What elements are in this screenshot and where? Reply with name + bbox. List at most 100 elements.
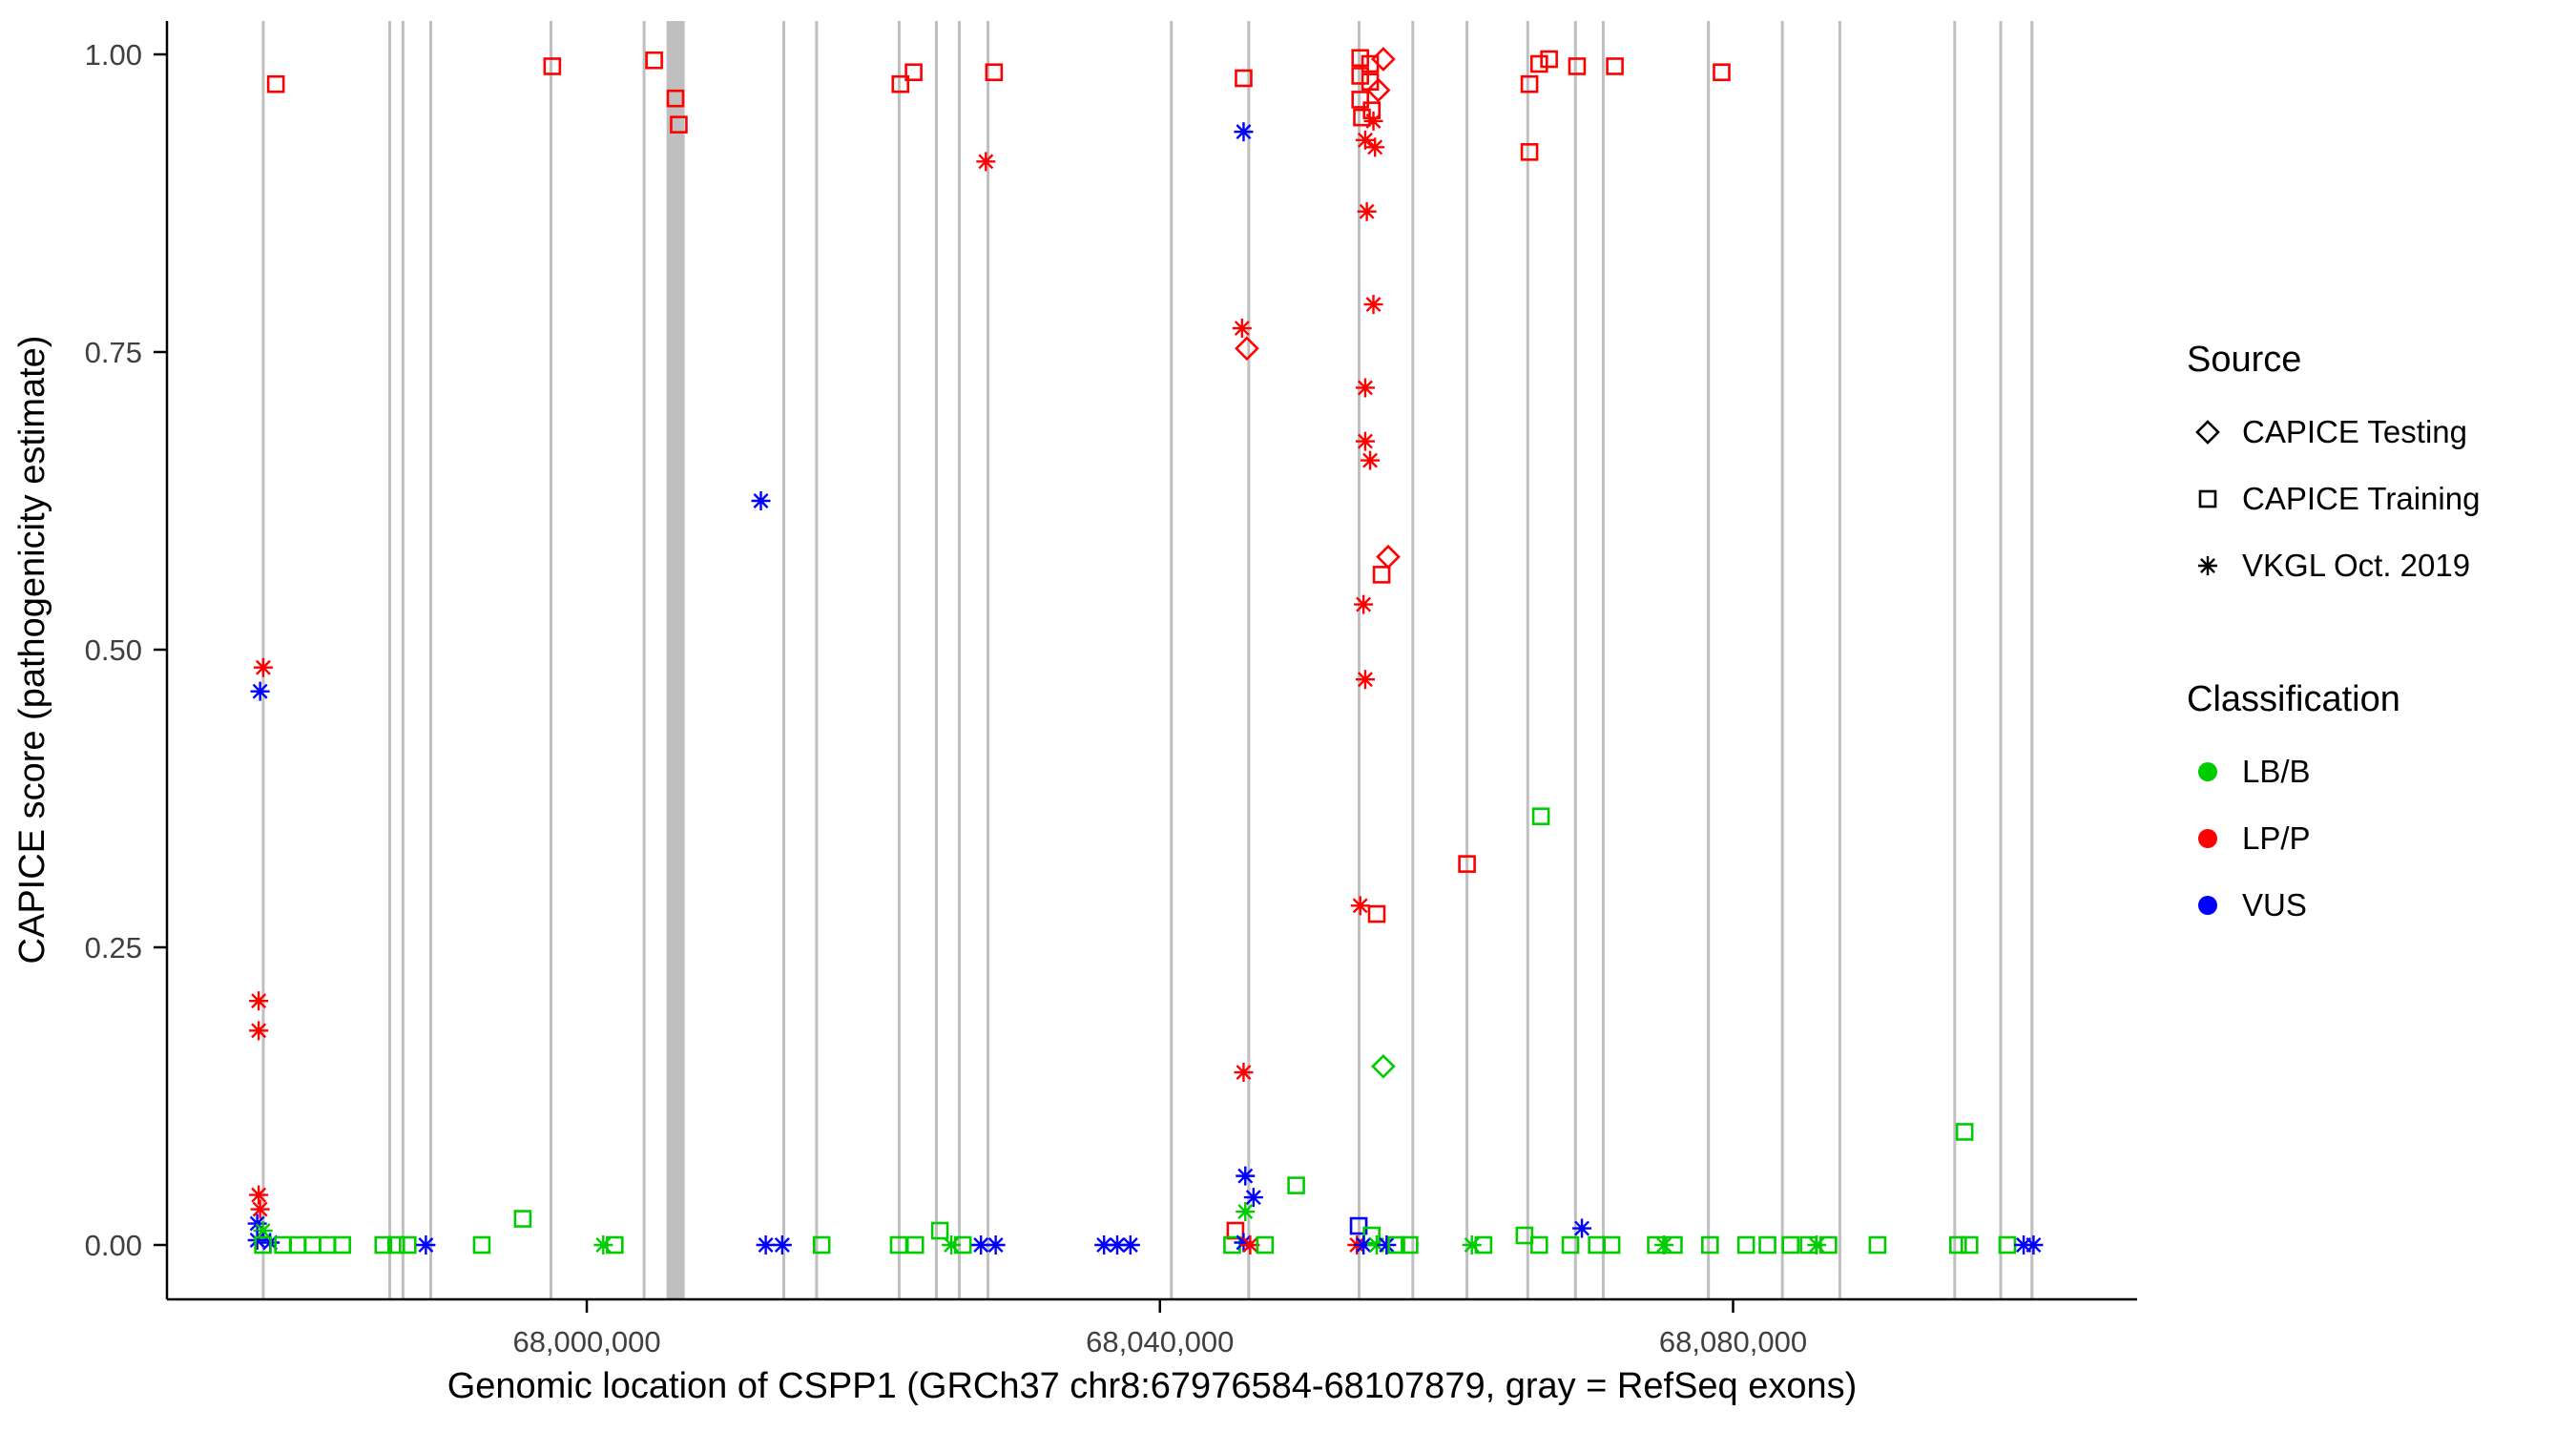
data-point-square	[953, 1235, 972, 1255]
data-point-square	[472, 1235, 491, 1255]
data-point-square	[254, 1235, 272, 1255]
legend-label-vkgl: VKGL Oct. 2019	[2242, 548, 2471, 583]
data-point-square	[374, 1235, 393, 1255]
vus-color-dot-icon	[2198, 896, 2217, 915]
data-point-asterisk	[1120, 1235, 1140, 1255]
x-axis-title: Genomic location of CSPP1 (GRCh37 chr8:6…	[447, 1366, 1858, 1406]
data-point-square	[606, 1235, 624, 1255]
data-point-square	[1474, 1235, 1493, 1255]
data-point-square	[543, 57, 562, 75]
data-point-asterisk	[1234, 1233, 1254, 1253]
data-point-asterisk	[253, 1221, 273, 1241]
data-point-square	[1529, 54, 1548, 73]
data-point-square	[1256, 1235, 1275, 1255]
data-point-asterisk	[1234, 1063, 1254, 1083]
data-point-square	[1955, 1123, 1974, 1141]
data-point-square	[1529, 1235, 1548, 1255]
data-point-square	[386, 1235, 405, 1255]
legend-item-lpp: LP/P	[2187, 819, 2400, 858]
lbb-color-dot-icon	[2198, 762, 2217, 781]
data-point-square	[318, 1235, 337, 1255]
data-point-diamond	[1371, 47, 1396, 72]
legend-classification: Classification LB/B LP/P VUS	[2187, 679, 2400, 953]
data-point-square	[266, 74, 285, 93]
data-point-square	[812, 1235, 831, 1255]
data-point-square	[1948, 1235, 1967, 1255]
data-point-asterisk	[1350, 896, 1370, 916]
data-point-square	[1781, 1235, 1800, 1255]
data-point-square	[513, 1210, 532, 1228]
x-tick-label: 68,040,000	[1086, 1325, 1234, 1358]
data-point-square	[1568, 57, 1587, 75]
data-point-asterisk	[1572, 1218, 1592, 1238]
data-point-asterisk	[1355, 130, 1375, 150]
data-point-square	[1736, 1235, 1755, 1255]
legend-item-vus: VUS	[2187, 886, 2400, 924]
y-tick-label: 1.00	[85, 38, 142, 72]
data-point-square	[1602, 1235, 1621, 1255]
legend-symbol	[2195, 420, 2220, 445]
data-point-asterisk	[1654, 1235, 1674, 1255]
data-point-asterisk	[1462, 1235, 1482, 1255]
data-point-square	[1458, 855, 1476, 873]
data-point-square	[274, 1235, 292, 1255]
data-point-asterisk	[1236, 1166, 1256, 1186]
legend-color-dot	[2198, 896, 2217, 915]
data-point-square	[891, 74, 910, 93]
legend-label-vus: VUS	[2242, 887, 2307, 923]
legend-color-dot	[2198, 762, 2217, 781]
data-point-asterisk	[1355, 378, 1375, 398]
data-point-asterisk	[751, 491, 771, 510]
data-point-square	[1226, 1221, 1245, 1240]
legend-symbol	[2198, 489, 2217, 508]
legend-symbol	[2198, 556, 2217, 575]
data-point-asterisk	[249, 991, 269, 1011]
data-point-square	[670, 115, 688, 134]
asterisk-icon	[2198, 556, 2217, 575]
data-point-asterisk	[1361, 450, 1381, 470]
legend-label-lbb: LB/B	[2242, 754, 2311, 789]
data-point-asterisk	[756, 1235, 776, 1255]
data-point-asterisk	[249, 1185, 269, 1205]
data-point-asterisk	[1234, 122, 1254, 142]
data-point-square	[1819, 1235, 1838, 1255]
data-point-asterisk	[1243, 1188, 1263, 1208]
data-point-asterisk	[971, 1235, 991, 1255]
y-axis-title: CAPICE score (pathogenicity estimate)	[12, 336, 52, 964]
data-point-square	[1713, 63, 1731, 82]
data-point-asterisk	[593, 1235, 613, 1255]
data-point-square	[985, 63, 1004, 82]
data-point-square	[1349, 1216, 1368, 1235]
data-point-diamond	[1235, 336, 1259, 362]
data-point-asterisk	[976, 152, 996, 172]
legend-item-vkgl: VKGL Oct. 2019	[2187, 547, 2480, 585]
data-point-asterisk	[1354, 1235, 1374, 1255]
data-point-asterisk	[1365, 137, 1385, 157]
data-point-square	[1701, 1235, 1719, 1255]
legend-item-capice-training: CAPICE Training	[2187, 480, 2480, 518]
data-point-asterisk	[1354, 594, 1374, 614]
data-point-square	[1372, 566, 1391, 584]
data-point-asterisk	[1240, 1235, 1260, 1255]
data-point-asterisk	[253, 657, 273, 677]
data-point-square	[399, 1235, 417, 1255]
legend-item-capice-testing: CAPICE Testing	[2187, 413, 2480, 451]
data-point-square	[333, 1235, 351, 1255]
data-point-asterisk	[2024, 1235, 2044, 1255]
diamond-icon	[2195, 420, 2220, 445]
legend-label-lpp: LP/P	[2242, 820, 2311, 856]
legend-source: Source CAPICE Testing CAPICE Training VK…	[2187, 340, 2480, 613]
data-point-diamond	[1371, 1053, 1396, 1079]
data-point-asterisk	[772, 1235, 792, 1255]
data-point-square	[1351, 49, 1370, 68]
data-point-asterisk	[1108, 1235, 1128, 1255]
data-point-square	[1561, 1235, 1580, 1255]
data-point-square	[1540, 50, 1558, 69]
data-point-asterisk	[247, 1231, 267, 1251]
data-point-square	[905, 1235, 924, 1255]
data-point-asterisk	[942, 1235, 962, 1255]
data-point-square	[1665, 1235, 1683, 1255]
data-point-square	[1351, 91, 1370, 109]
